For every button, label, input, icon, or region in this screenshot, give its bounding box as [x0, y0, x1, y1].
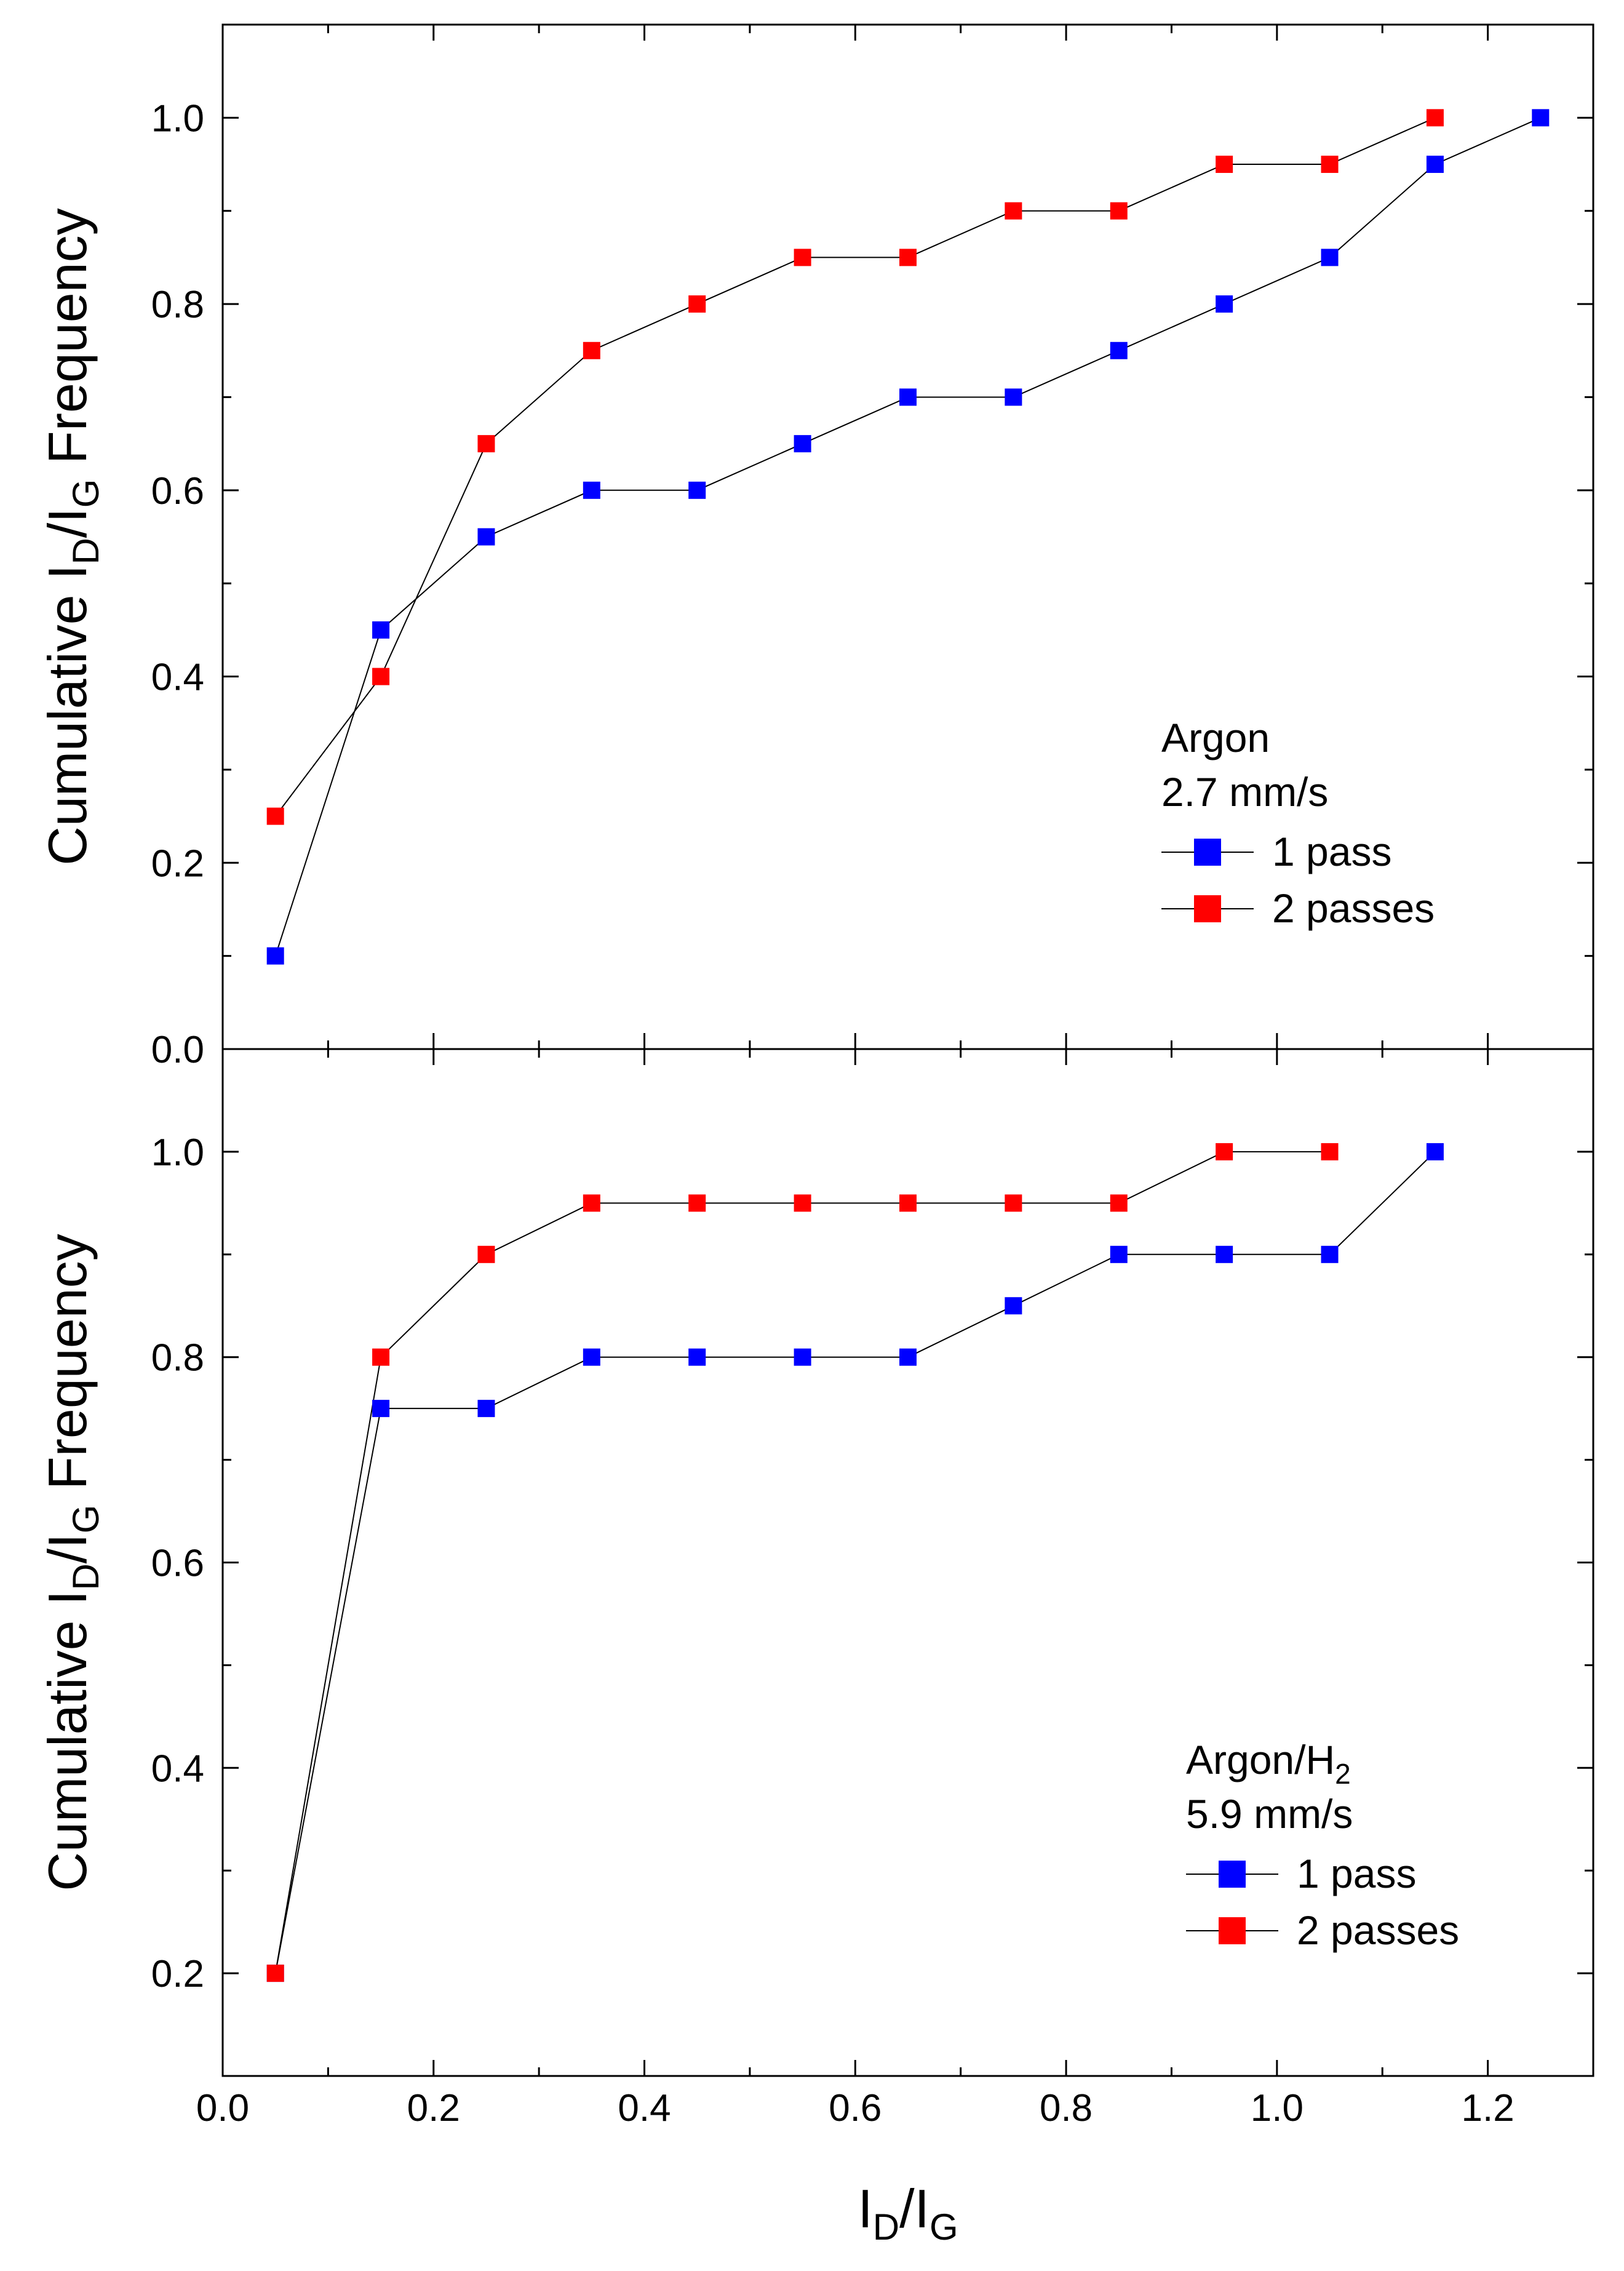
top-point-two-passes [899, 249, 917, 266]
top-panel: 0.0 0.2 0.4 0.6 0.8 1.0 Cumulative ID/IG Frequ… [37, 23, 1594, 1071]
top-point-two-passes [1216, 156, 1233, 174]
bottom-series-line-one-pass [274, 1151, 1436, 1974]
top-point-one-pass [1110, 341, 1128, 359]
bottom-legend-label: 1 pass [1297, 1851, 1416, 1896]
top-point-one-pass [1532, 109, 1550, 127]
bottom-point-two-passes [1005, 1194, 1022, 1212]
top-point-two-passes [266, 807, 284, 825]
top-point-one-pass [1321, 249, 1339, 266]
bottom-series-line-two-passes [274, 1151, 1330, 1974]
top-legend-subtitle: 2.7 mm/s [1161, 769, 1328, 815]
x-tick-label: 1.0 [1251, 2087, 1304, 2129]
top-y-tick-label: 1.0 [151, 97, 204, 140]
top-point-one-pass [899, 388, 917, 406]
top-y-tick-label: 0.4 [151, 657, 204, 699]
top-legend-title: Argon [1161, 715, 1270, 760]
bottom-point-one-pass [1216, 1245, 1233, 1263]
bottom-legend-swatch [1219, 1861, 1246, 1888]
bottom-legend-subtitle: 5.9 mm/s [1186, 1791, 1353, 1837]
top-point-two-passes [1321, 156, 1339, 174]
top-point-one-pass [688, 481, 706, 499]
top-point-two-passes [477, 435, 495, 453]
bottom-y-tick-label: 0.2 [151, 1953, 204, 1995]
bottom-point-one-pass [899, 1348, 917, 1366]
bottom-point-two-passes [372, 1348, 390, 1366]
bottom-y-tick-label: 0.4 [151, 1747, 204, 1790]
top-series-line-two-passes [274, 117, 1436, 817]
bottom-point-one-pass [794, 1348, 811, 1366]
top-legend-swatch [1194, 895, 1221, 922]
bottom-point-one-pass [1426, 1143, 1444, 1160]
bottom-y-axis-title: Cumulative ID/IG Frequency [37, 1234, 106, 1891]
top-point-one-pass [1426, 156, 1444, 174]
top-point-one-pass [1216, 295, 1233, 313]
x-tick-label: 1.2 [1462, 2087, 1515, 2129]
bottom-point-two-passes [688, 1194, 706, 1212]
top-y-axis-title: Cumulative ID/IG Frequency [37, 208, 106, 865]
bottom-legend-title: Argon/H2 [1186, 1737, 1351, 1790]
bottom-point-two-passes [477, 1245, 495, 1263]
x-tick-label: 0.6 [829, 2087, 882, 2129]
bottom-panel: 0.2 0.4 0.6 0.8 1.0 Cumulative ID/IG Frequenc… [37, 1048, 1594, 2077]
bottom-point-one-pass [372, 1400, 390, 1418]
bottom-point-two-passes [1110, 1194, 1128, 1212]
top-point-two-passes [688, 295, 706, 313]
bottom-y-tick-label: 0.8 [151, 1337, 204, 1379]
top-point-one-pass [1005, 388, 1022, 406]
bottom-point-one-pass [477, 1400, 495, 1418]
top-y-tick-label: 0.6 [151, 470, 204, 513]
top-point-two-passes [1426, 109, 1444, 127]
bottom-point-two-passes [1216, 1143, 1233, 1160]
bottom-point-one-pass [583, 1348, 600, 1366]
top-point-two-passes [372, 668, 390, 685]
top-point-two-passes [583, 341, 600, 359]
x-tick-label: 0.0 [196, 2087, 249, 2129]
top-y-tick-label: 0.2 [151, 842, 204, 885]
x-tick-label: 0.2 [407, 2087, 460, 2129]
x-tick-label: 0.4 [618, 2087, 671, 2129]
top-point-one-pass [477, 528, 495, 546]
bottom-legend-swatch [1219, 1917, 1246, 1944]
top-point-two-passes [1110, 202, 1128, 220]
x-axis-title: ID/IG [858, 2178, 958, 2248]
top-point-one-pass [372, 621, 390, 639]
bottom-point-one-pass [1005, 1297, 1022, 1315]
top-point-one-pass [583, 481, 600, 499]
bottom-point-one-pass [1321, 1245, 1339, 1263]
top-legend-label: 1 pass [1272, 829, 1391, 874]
bottom-point-two-passes [794, 1194, 811, 1212]
top-legend-label: 2 passes [1272, 885, 1435, 931]
bottom-point-two-passes [266, 1965, 284, 1982]
top-y-tick-label: 0.8 [151, 284, 204, 326]
top-point-one-pass [794, 435, 811, 453]
top-point-two-passes [794, 249, 811, 266]
bottom-legend-label: 2 passes [1297, 1907, 1459, 1953]
bottom-point-two-passes [899, 1194, 917, 1212]
bottom-y-tick-label: 1.0 [151, 1132, 204, 1174]
top-y-tick-label: 0.0 [151, 1029, 204, 1071]
x-tick-label: 0.8 [1040, 2087, 1093, 2129]
bottom-point-one-pass [688, 1348, 706, 1366]
x-axis: 0.0 0.2 0.4 0.6 0.8 1.0 1.2 ID/IG [196, 2087, 1515, 2248]
top-point-one-pass [266, 947, 284, 965]
bottom-point-two-passes [583, 1194, 600, 1212]
bottom-point-two-passes [1321, 1143, 1339, 1160]
top-point-two-passes [1005, 202, 1022, 220]
top-legend-swatch [1194, 839, 1221, 866]
bottom-point-one-pass [1110, 1245, 1128, 1263]
bottom-y-tick-label: 0.6 [151, 1543, 204, 1585]
